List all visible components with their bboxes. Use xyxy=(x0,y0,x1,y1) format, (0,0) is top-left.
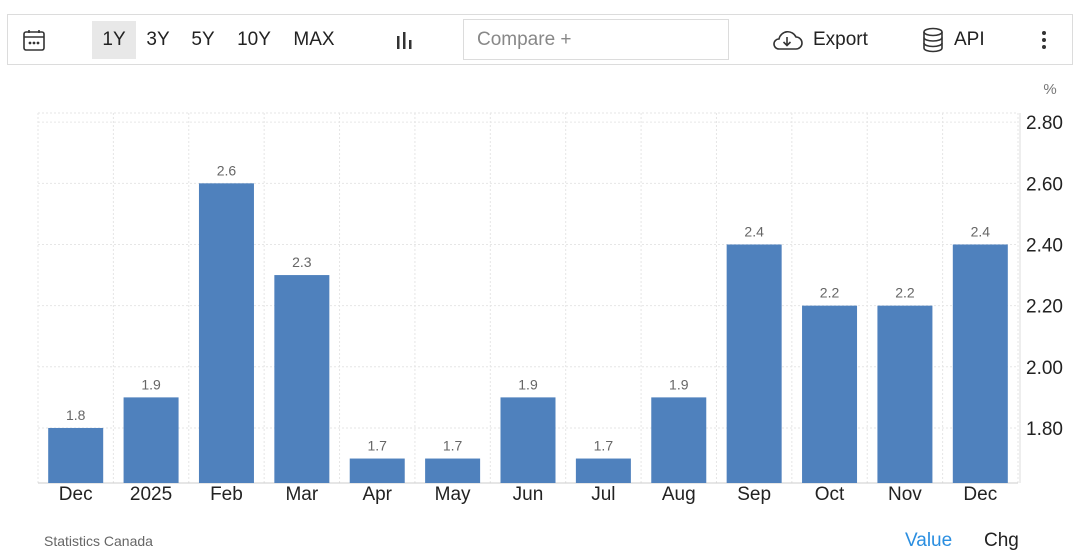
x-tick-label: May xyxy=(435,484,471,505)
range-max[interactable]: MAX xyxy=(293,29,335,50)
bar xyxy=(198,183,254,484)
bar xyxy=(802,305,858,483)
more-options-icon[interactable] xyxy=(1041,15,1047,64)
bar xyxy=(48,427,104,483)
x-tick-label: Mar xyxy=(285,484,318,505)
x-tick-label: Jun xyxy=(513,484,544,505)
y-tick-label: 2.20 xyxy=(1026,297,1063,318)
data-label: 2.3 xyxy=(292,254,312,270)
range-5y[interactable]: 5Y xyxy=(191,29,215,50)
bar xyxy=(425,458,481,483)
api-label: API xyxy=(954,28,985,50)
export-label: Export xyxy=(813,28,868,50)
x-tick-label: Feb xyxy=(210,484,243,505)
bar-chart: % 1.80 2.00 2.20 2.40 2.60 2.80 1.8 Dec 1.9 2025 2… xyxy=(37,81,1063,505)
data-label: 1.7 xyxy=(594,438,614,454)
value-toggle[interactable]: Value xyxy=(905,530,953,551)
data-label: 1.7 xyxy=(443,438,463,454)
bar-chart-icon[interactable] xyxy=(394,15,414,64)
x-tick-label: Oct xyxy=(815,484,845,505)
bar xyxy=(123,397,179,483)
unit-label: % xyxy=(1043,81,1056,98)
bar xyxy=(575,458,631,483)
data-label: 2.2 xyxy=(820,285,840,301)
data-label: 1.7 xyxy=(367,438,387,454)
x-tick-label: Dec xyxy=(59,484,93,505)
database-icon xyxy=(923,27,943,52)
bar xyxy=(349,458,405,483)
y-tick-label: 1.80 xyxy=(1026,419,1063,440)
data-label: 2.6 xyxy=(217,162,237,178)
data-label: 2.4 xyxy=(971,223,991,239)
range-3y[interactable]: 3Y xyxy=(146,29,170,50)
range-1y[interactable]: 1Y xyxy=(92,21,136,59)
compare-input[interactable]: Compare + xyxy=(463,19,729,60)
data-label: 2.4 xyxy=(744,223,764,239)
bar xyxy=(877,305,933,483)
bar xyxy=(726,244,782,483)
y-tick-label: 2.80 xyxy=(1026,113,1063,134)
data-label: 1.9 xyxy=(518,376,538,392)
x-tick-label: Jul xyxy=(591,484,615,505)
calendar-icon[interactable] xyxy=(22,15,46,64)
y-tick-label: 2.00 xyxy=(1026,358,1063,379)
bar xyxy=(274,275,330,483)
bar xyxy=(952,244,1008,483)
y-tick-label: 2.60 xyxy=(1026,174,1063,195)
bar xyxy=(500,397,556,483)
bar xyxy=(651,397,707,483)
x-tick-label: Apr xyxy=(362,484,392,505)
x-tick-label: Aug xyxy=(662,484,696,505)
cloud-download-icon xyxy=(773,30,803,50)
chart-toolbar: 1Y 3Y 5Y 10Y MAX Compare + Export API xyxy=(7,14,1073,65)
x-tick-label: 2025 xyxy=(130,484,172,505)
api-button[interactable]: API xyxy=(922,15,985,64)
data-label: 1.9 xyxy=(669,376,689,392)
data-label: 1.9 xyxy=(141,376,161,392)
chg-toggle[interactable]: Chg xyxy=(984,530,1019,551)
export-button[interactable]: Export xyxy=(771,15,868,64)
x-tick-label: Nov xyxy=(888,484,922,505)
y-tick-label: 2.40 xyxy=(1026,235,1063,256)
source-label: Statistics Canada xyxy=(44,533,153,549)
data-label: 2.2 xyxy=(895,285,915,301)
x-tick-label: Sep xyxy=(737,484,771,505)
x-tick-label: Dec xyxy=(963,484,997,505)
range-10y[interactable]: 10Y xyxy=(237,29,271,50)
data-label: 1.8 xyxy=(66,407,86,423)
